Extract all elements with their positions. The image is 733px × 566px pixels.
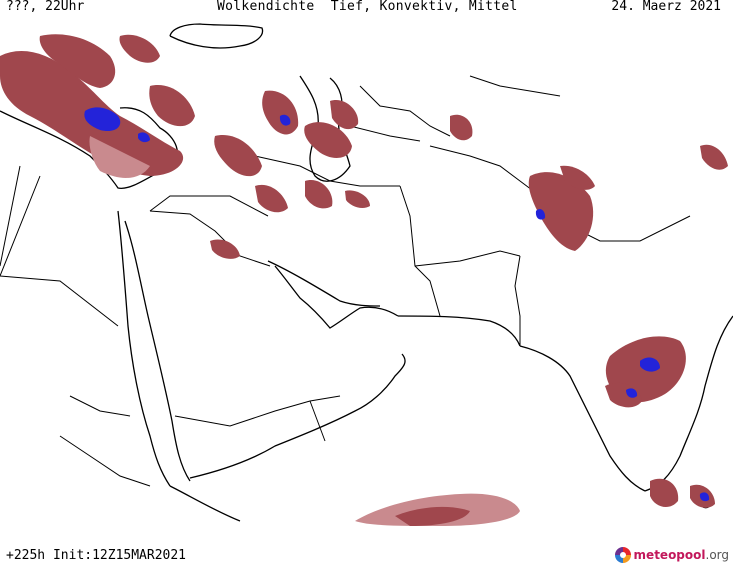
coastline-africa-horn — [169, 485, 241, 522]
map-title: Wolkendichte Tief, Konvektiv, Mittel — [217, 0, 518, 14]
weather-map — [0, 23, 733, 526]
coastline-red-sea-west — [117, 210, 171, 487]
coastline-india-east — [644, 315, 733, 492]
init-time-label: +225h Init:12Z15MAR2021 — [6, 548, 187, 563]
run-time-label: ???, 22Uhr — [6, 0, 85, 14]
country-borders — [0, 75, 691, 487]
coastline-persian-gulf-north — [267, 260, 381, 307]
coastline-persian-gulf — [274, 265, 399, 329]
convective-cells — [84, 107, 710, 502]
coastline-pakistan — [397, 315, 521, 347]
valid-date: 24. Maerz 2021 — [611, 0, 721, 14]
coastlines — [0, 23, 733, 522]
brand-tld: .org — [705, 548, 730, 562]
meteopool-logo-icon — [614, 547, 631, 563]
coastline-mediterranean — [0, 107, 179, 189]
meteopool-brand[interactable]: meteopool.org — [614, 547, 730, 563]
coastline-black-sea — [169, 23, 264, 49]
coastline-arabia-south — [189, 353, 406, 479]
coastline-red-sea-east — [124, 220, 191, 482]
coastline-india-west — [519, 345, 646, 492]
brand-name: meteopool — [633, 548, 706, 562]
cloud-cover — [0, 34, 728, 526]
